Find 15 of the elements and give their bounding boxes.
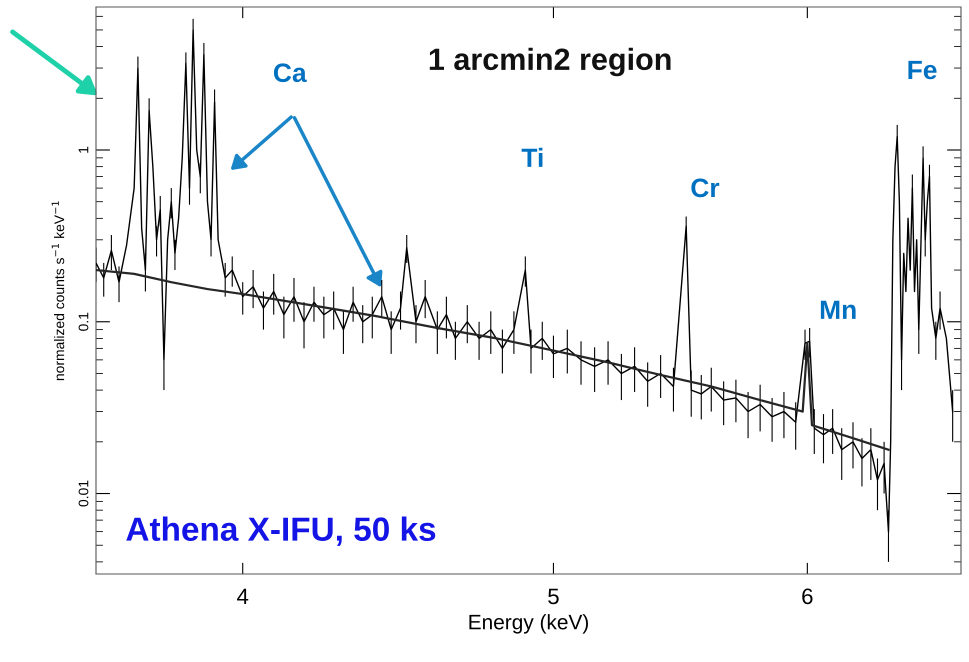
annotation: Cr bbox=[691, 178, 720, 198]
annotation: Mn bbox=[820, 300, 856, 319]
annotation: Fe bbox=[908, 60, 937, 80]
annotation: Ca bbox=[274, 63, 307, 82]
annotation: 1 arcmin2 region bbox=[430, 48, 671, 76]
x-tick-label: 5 bbox=[548, 588, 559, 604]
annotation: Ti bbox=[522, 148, 542, 167]
y-tick-label: 0.1 bbox=[78, 312, 88, 331]
x-tick-label: 6 bbox=[802, 588, 813, 604]
annotation: Athena X-IFU, 50 ks bbox=[126, 516, 436, 546]
x-axis-title: Energy (keV) bbox=[469, 614, 588, 634]
x-tick-label: 4 bbox=[237, 588, 248, 604]
y-tick-label: 0.01 bbox=[78, 480, 88, 506]
y-tick-label: 1 bbox=[78, 146, 88, 153]
y-axis-title: normalized counts s$^{−1}$ keV$^{−1}$ bbox=[52, 201, 64, 380]
